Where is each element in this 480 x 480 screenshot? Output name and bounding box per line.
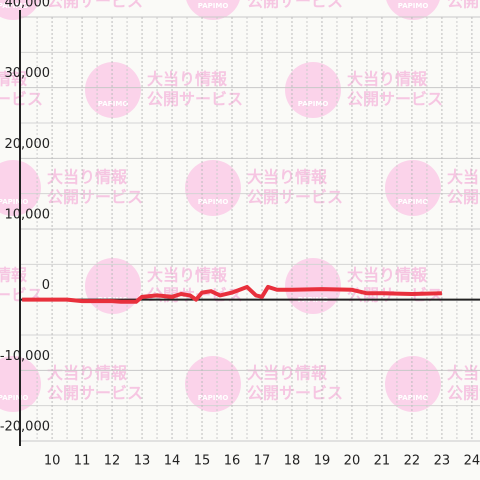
watermark-text: 大当り情報 bbox=[347, 266, 428, 285]
watermark-logo bbox=[385, 160, 441, 216]
watermark-text: 公開サービス bbox=[347, 90, 443, 109]
watermark-text: 公開サービス bbox=[447, 188, 480, 207]
x-tick-label: 17 bbox=[254, 454, 271, 469]
x-tick-label: 16 bbox=[224, 454, 241, 469]
x-tick-label: 14 bbox=[164, 454, 181, 469]
x-tick-label: 23 bbox=[434, 454, 451, 469]
watermark-brand: PAPIMO bbox=[398, 394, 429, 402]
watermark-logo bbox=[85, 258, 141, 314]
watermark-text: 大当り情報 bbox=[0, 266, 28, 285]
watermark-text: 公開サービス bbox=[47, 0, 143, 11]
watermark-logo bbox=[186, 0, 240, 20]
watermark-text: 公開サービス bbox=[47, 188, 143, 207]
watermark-brand: PAPIMO bbox=[398, 198, 429, 206]
data-line bbox=[22, 284, 442, 304]
x-tick-label: 10 bbox=[44, 454, 61, 469]
watermark-logo bbox=[0, 0, 40, 20]
watermark-text: 公開サービス bbox=[447, 0, 480, 11]
watermark-logo bbox=[285, 258, 341, 314]
watermark-brand: PAPIMO bbox=[298, 100, 329, 108]
x-tick-label: 22 bbox=[404, 454, 421, 469]
watermark-text: 公開サービス bbox=[247, 188, 343, 207]
watermark: PAPIMO大当り情報公開サービスPAPIMO大当り情報公開サービスPAPIMO… bbox=[0, 0, 480, 412]
watermark-text: 公開サービス bbox=[0, 90, 43, 109]
y-tick-label: 10,000 bbox=[5, 208, 51, 223]
watermark-logo bbox=[285, 62, 341, 118]
watermark-brand: PAPIMO bbox=[398, 2, 429, 10]
x-tick-label: 18 bbox=[284, 454, 301, 469]
watermark-logo bbox=[386, 0, 440, 20]
watermark-text: 大当り情報 bbox=[347, 70, 428, 89]
watermark-text: 大当り情報 bbox=[0, 70, 28, 89]
watermark-text: 公開サービス bbox=[247, 0, 343, 11]
y-tick-label: -20,000 bbox=[0, 420, 50, 435]
x-tick-label: 20 bbox=[344, 454, 361, 469]
watermark-logo bbox=[385, 356, 441, 412]
watermark-text: 大当り情報 bbox=[447, 168, 480, 187]
watermark-brand: PAPIMO bbox=[198, 2, 229, 10]
x-tick-label: 13 bbox=[134, 454, 151, 469]
x-tick-label: 24 bbox=[464, 454, 480, 469]
watermark-text: 大当り情報 bbox=[247, 364, 328, 383]
x-tick-label: 11 bbox=[74, 454, 91, 469]
watermark-text: 公開サービス bbox=[47, 384, 143, 403]
watermark-text: 大当り情報 bbox=[447, 364, 480, 383]
watermark-brand: PAPIMO bbox=[198, 198, 229, 206]
y-tick-label: 40,000 bbox=[5, 0, 51, 11]
watermark-text: 大当り情報 bbox=[47, 168, 128, 187]
watermark-text: 公開サービス bbox=[247, 384, 343, 403]
watermark-logo bbox=[85, 62, 141, 118]
y-tick-label: 30,000 bbox=[5, 66, 51, 81]
watermark-text: 大当り情報 bbox=[47, 364, 128, 383]
watermark-logo bbox=[185, 160, 241, 216]
watermark-logo bbox=[185, 356, 241, 412]
y-tick-label: -10,000 bbox=[0, 349, 50, 364]
x-tick-label: 12 bbox=[104, 454, 121, 469]
watermark-brand: PAPIMO bbox=[198, 394, 229, 402]
x-tick-label: 19 bbox=[314, 454, 331, 469]
y-tick-label: 0 bbox=[42, 278, 50, 293]
watermark-brand: PAPIMO bbox=[0, 198, 28, 206]
y-tick-label: 20,000 bbox=[5, 137, 51, 152]
watermark-brand: PAPIMO bbox=[0, 394, 28, 402]
watermark-text: 公開サービス bbox=[147, 90, 243, 109]
x-tick-label: 15 bbox=[194, 454, 211, 469]
watermark-text: 公開サービス bbox=[447, 384, 480, 403]
watermark-text: 大当り情報 bbox=[247, 168, 328, 187]
watermark-brand: PAPIMO bbox=[98, 100, 129, 108]
watermark-brand: PAPIMO bbox=[0, 2, 28, 10]
x-tick-label: 21 bbox=[374, 454, 391, 469]
